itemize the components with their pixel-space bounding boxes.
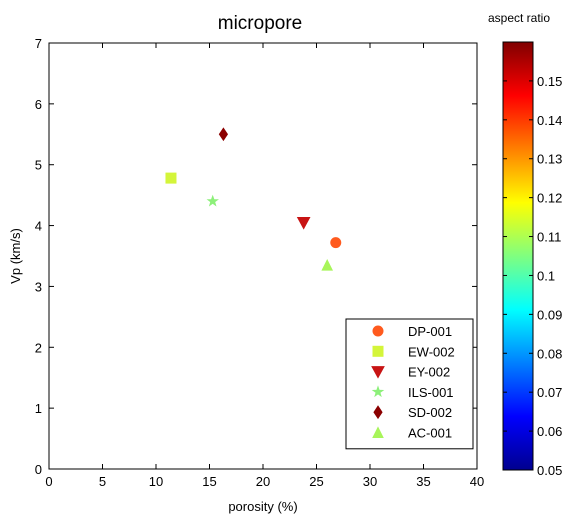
colorbar-tick-label: 0.07 — [537, 385, 562, 400]
y-tick-label: 3 — [35, 279, 42, 294]
legend-label: DP-001 — [408, 324, 452, 339]
colorbar-title: aspect ratio — [488, 11, 550, 25]
x-axis-label: porosity (%) — [228, 499, 297, 514]
colorbar-tick-label: 0.15 — [537, 74, 562, 89]
colorbar-tick-label: 0.14 — [537, 113, 562, 128]
y-tick-label: 0 — [35, 462, 42, 477]
data-point-ac-001 — [321, 259, 334, 271]
legend-marker — [372, 426, 384, 438]
colorbar-tick-label: 0.09 — [537, 307, 562, 322]
legend-marker — [371, 366, 385, 379]
x-tick-label: 5 — [99, 474, 106, 489]
colorbar-tick-label: 0.12 — [537, 191, 562, 206]
x-tick-label: 15 — [202, 474, 216, 489]
x-tick-label: 40 — [470, 474, 484, 489]
y-tick-label: 5 — [35, 158, 42, 173]
colorbar-tick-label: 0.08 — [537, 346, 562, 361]
legend-label: SD-002 — [408, 405, 452, 420]
colorbar-tick-label: 0.05 — [537, 463, 562, 478]
x-tick-label: 0 — [45, 474, 52, 489]
x-tick-label: 30 — [363, 474, 377, 489]
y-tick-label: 1 — [35, 401, 42, 416]
y-tick-label: 4 — [35, 219, 42, 234]
colorbar-tick-label: 0.11 — [537, 230, 561, 245]
data-point-ey-002 — [296, 217, 311, 230]
x-tick-label: 35 — [416, 474, 430, 489]
data-point-ew-002 — [165, 172, 177, 184]
x-tick-label: 10 — [149, 474, 163, 489]
legend-label: ILS-001 — [408, 385, 454, 400]
chart-title: micropore — [218, 13, 302, 34]
y-axis-label: Vp (km/s) — [8, 228, 23, 284]
legend-label: AC-001 — [408, 426, 452, 441]
data-point-ils-001 — [206, 194, 219, 207]
colorbar — [502, 41, 534, 471]
legend-label: EW-002 — [408, 344, 455, 359]
legend-label: EY-002 — [408, 365, 450, 380]
colorbar-tick-label: 0.1 — [537, 268, 555, 283]
legend-box — [345, 318, 474, 450]
x-tick-label: 20 — [256, 474, 270, 489]
legend-marker — [372, 325, 384, 337]
x-axis: 0 5 10 15 20 25 30 35 40 — [45, 43, 484, 489]
y-tick-label: 6 — [35, 97, 42, 112]
legend-marker — [371, 385, 385, 398]
data-point-sd-002 — [218, 127, 229, 142]
colorbar-tick-label: 0.13 — [537, 152, 562, 167]
x-tick-label: 25 — [309, 474, 323, 489]
legend[interactable]: DP-001 EW-002 EY-002 ILS-001 SD-002 AC-001 — [345, 318, 474, 450]
legend-marker — [372, 345, 384, 357]
data-point-dp-001 — [330, 237, 342, 249]
y-tick-label: 7 — [35, 36, 42, 51]
legend-marker — [373, 405, 383, 420]
colorbar-ticks: 0.05 0.06 0.07 0.08 0.09 0.1 0.11 0.12 0.13 0.14 0… — [503, 74, 562, 478]
y-tick-label: 2 — [35, 340, 42, 355]
data-points — [165, 127, 342, 271]
colorbar-tick-label: 0.06 — [537, 424, 562, 439]
